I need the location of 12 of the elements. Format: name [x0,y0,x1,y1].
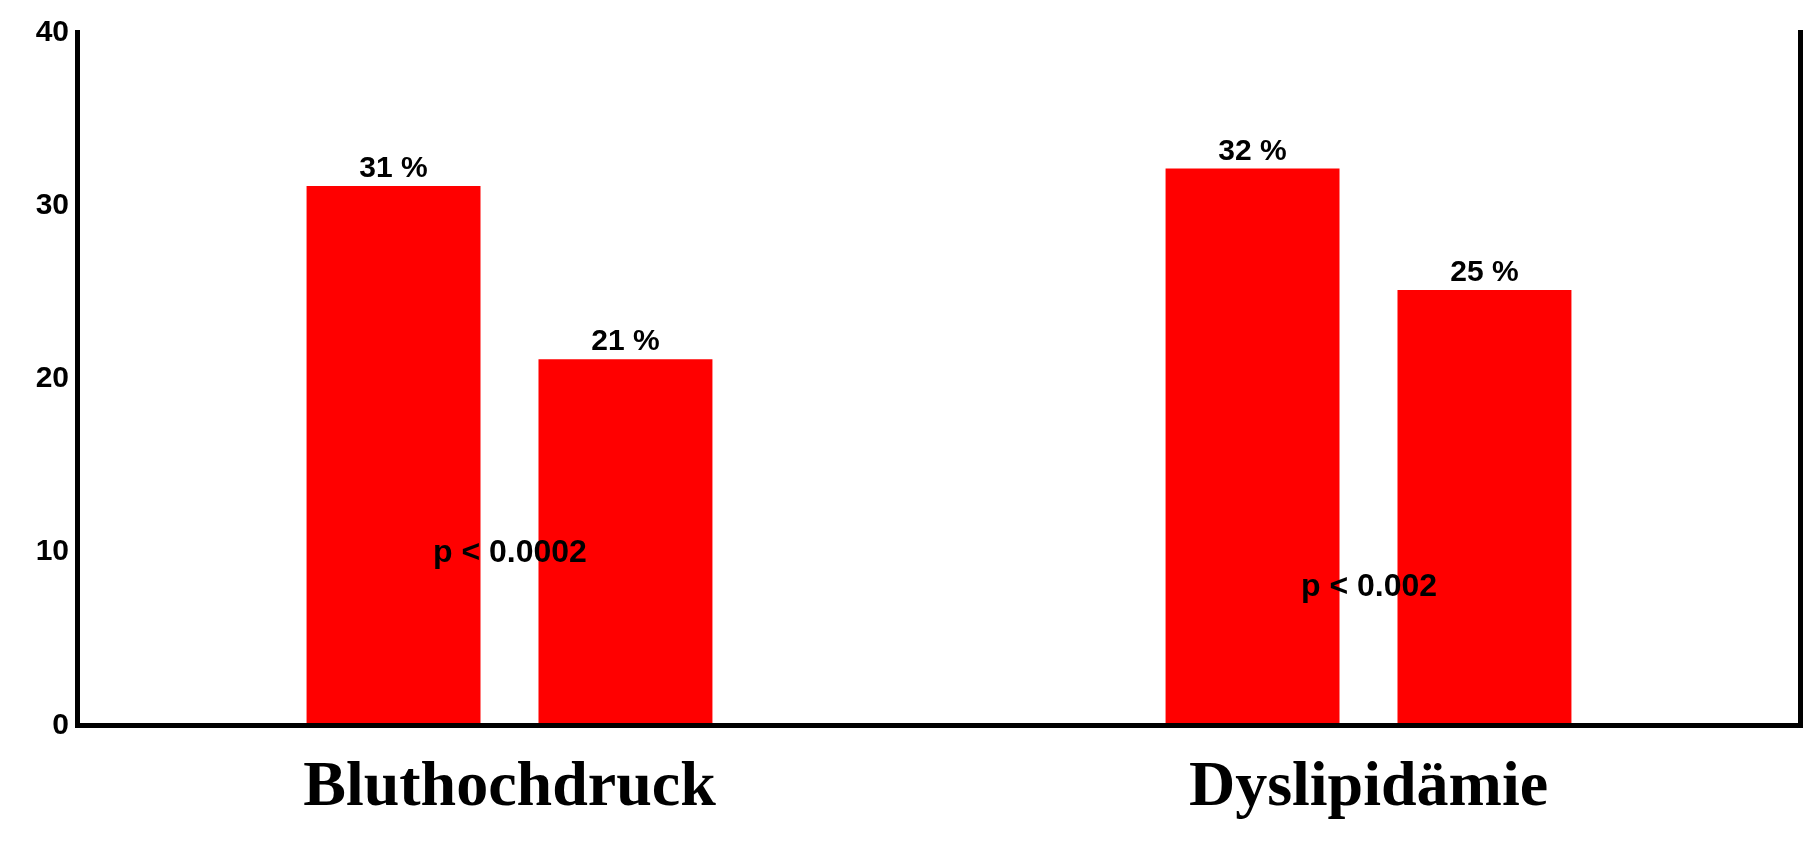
y-tick-label: 40 [35,13,69,47]
data-label: 32 % [1218,132,1287,166]
y-tick-label: 20 [35,360,69,393]
x-tick-label: Dyslipidämie [1188,747,1549,819]
data-label: 21 % [591,323,660,357]
data-label: 31 % [359,149,428,183]
data-label: 25 % [1450,253,1519,287]
y-tick-label: 30 [35,186,69,220]
y-tick-label: 0 [52,706,69,740]
bar [306,185,481,723]
x-tick-label: Bluthochdruck [303,747,717,819]
y-tick-label: 10 [35,533,69,567]
